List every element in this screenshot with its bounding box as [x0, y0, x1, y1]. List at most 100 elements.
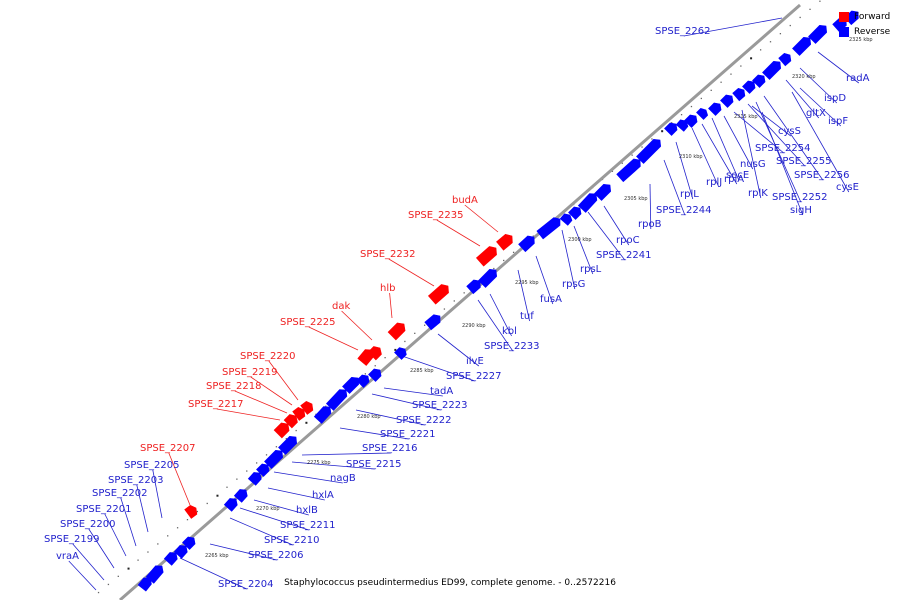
track-dot	[671, 122, 673, 124]
track-dot	[305, 421, 308, 424]
reverse-gene-4	[173, 545, 188, 559]
reverse-gene-label-cyse: cysE	[836, 182, 859, 193]
track-dot	[730, 73, 732, 75]
genome-backbone-line	[119, 3, 801, 600]
track-dot	[226, 486, 228, 488]
legend-reverse-label: Reverse	[854, 26, 891, 37]
scale-tick-2295-kbp: 2295 kbp	[515, 280, 539, 286]
track-dot	[167, 535, 169, 537]
reverse-leader-spse-2204	[179, 557, 247, 590]
reverse-gene-label-spse-2252: SPSE_2252	[772, 192, 828, 203]
reverse-gene-39	[778, 52, 792, 67]
reverse-gene-22	[536, 217, 561, 240]
reverse-gene-label-kbl: kbl	[502, 326, 517, 337]
reverse-gene-label-spse-2210: SPSE_2210	[264, 535, 320, 546]
forward-leader-hlb	[389, 292, 393, 319]
reverse-gene-18	[424, 314, 441, 331]
track-dot	[443, 308, 446, 310]
label-leader-lines	[68, 17, 860, 591]
scale-tick-2270-kbp: 2270 kbp	[256, 506, 280, 512]
reverse-leader-sece	[711, 117, 740, 181]
track-dot	[720, 81, 722, 83]
track-dot	[176, 527, 179, 529]
reverse-gene-label-hxlb: hxlB	[296, 505, 318, 516]
reverse-gene-29	[664, 122, 678, 136]
track-dot	[364, 373, 366, 375]
reverse-gene-label-spse-2244: SPSE_2244	[656, 205, 712, 216]
track-dot	[769, 41, 772, 43]
reverse-gene-26	[594, 183, 612, 201]
forward-gene-3	[283, 414, 298, 429]
forward-gene-label-spse-2207: SPSE_2207	[140, 443, 196, 454]
track-dot	[690, 105, 693, 108]
reverse-leader-spse-2223	[371, 393, 441, 411]
reverse-gene-15	[356, 374, 370, 388]
reverse-leader-spse-2255	[747, 103, 806, 167]
track-dot	[285, 438, 287, 440]
forward-gene-label-spse-2232: SPSE_2232	[360, 249, 416, 260]
reverse-gene-label-tada: tadA	[430, 386, 453, 397]
reverse-gene-label-rpsg: rpsG	[562, 279, 585, 290]
reverse-gene-3	[163, 552, 178, 566]
reverse-leader-ispf	[799, 87, 842, 127]
scale-tick-2275-kbp: 2275 kbp	[307, 460, 331, 466]
legend-forward: Forward	[839, 9, 897, 24]
forward-leader-spse-2219	[250, 376, 293, 406]
reverse-leader-ilve	[437, 333, 480, 367]
reverse-gene-label-tuf: tuf	[520, 311, 534, 322]
reverse-gene-16	[368, 368, 382, 382]
reverse-gene-10	[264, 449, 284, 469]
reverse-gene-32	[696, 107, 709, 120]
reverse-gene-label-nusg: nusG	[740, 159, 766, 170]
track-dot	[186, 519, 189, 521]
reverse-leader-sigh	[761, 111, 804, 216]
reverse-gene-8	[247, 472, 262, 486]
reverse-gene-label-spse-2211: SPSE_2211	[280, 520, 336, 531]
reverse-leader-rpll	[675, 141, 694, 200]
forward-gene-label-spse-2217: SPSE_2217	[188, 399, 244, 410]
gene-arrows	[137, 10, 859, 592]
reverse-gene-label-rada: radA	[846, 73, 870, 84]
forward-gene-9	[427, 284, 449, 305]
reverse-leader-spse-2227	[401, 355, 475, 382]
reverse-gene-label-rpla: rplA	[724, 174, 744, 185]
reverse-swatch	[839, 26, 849, 37]
reverse-gene-40	[792, 36, 812, 56]
reverse-leader-rplk	[741, 109, 762, 199]
reverse-gene-label-spse-2256: SPSE_2256	[794, 170, 850, 181]
track-dot	[661, 130, 664, 133]
forward-leader-spse-2217	[216, 408, 281, 421]
reverse-leader-cyss	[751, 105, 792, 137]
reverse-gene-label-sigh: sigH	[790, 205, 812, 216]
reverse-leader-spse-2262	[683, 17, 783, 37]
reverse-gene-11	[278, 435, 298, 455]
reverse-gene-30	[675, 119, 689, 132]
reverse-leader-hxla	[267, 487, 325, 501]
reverse-leader-spse-2202	[120, 497, 137, 547]
track-dot	[799, 16, 801, 19]
track-dot	[196, 510, 199, 513]
forward-leader-spse-2220	[268, 360, 299, 401]
reverse-gene-23	[559, 213, 573, 226]
reverse-gene-label-rpoc: rpoC	[616, 235, 640, 246]
track-dot	[315, 413, 317, 415]
reverse-gene-label-ilve: ilvE	[466, 356, 484, 367]
reverse-gene-6	[223, 498, 238, 512]
track-dot	[740, 65, 742, 67]
reverse-leader-spse-2205	[152, 469, 163, 519]
reverse-gene-label-spse-2205: SPSE_2205	[124, 460, 180, 471]
scale-tick-2300-kbp: 2300 kbp	[568, 237, 592, 243]
track-dot	[611, 170, 614, 172]
track-dot	[275, 446, 278, 448]
reverse-gene-label-spse-2200: SPSE_2200	[60, 519, 116, 530]
reverse-gene-label-spse-2222: SPSE_2222	[396, 415, 452, 426]
track-dot	[137, 559, 139, 561]
forward-gene-label-spse-2219: SPSE_2219	[222, 367, 278, 378]
reverse-leader-spse-2211	[239, 507, 309, 531]
reverse-leader-rpla	[701, 123, 738, 185]
reverse-leader-spse-2200	[88, 528, 115, 569]
reverse-gene-31	[684, 114, 698, 128]
forward-gene-label-spse-2225: SPSE_2225	[280, 317, 336, 328]
forward-gene-label-dak: dak	[332, 301, 350, 312]
